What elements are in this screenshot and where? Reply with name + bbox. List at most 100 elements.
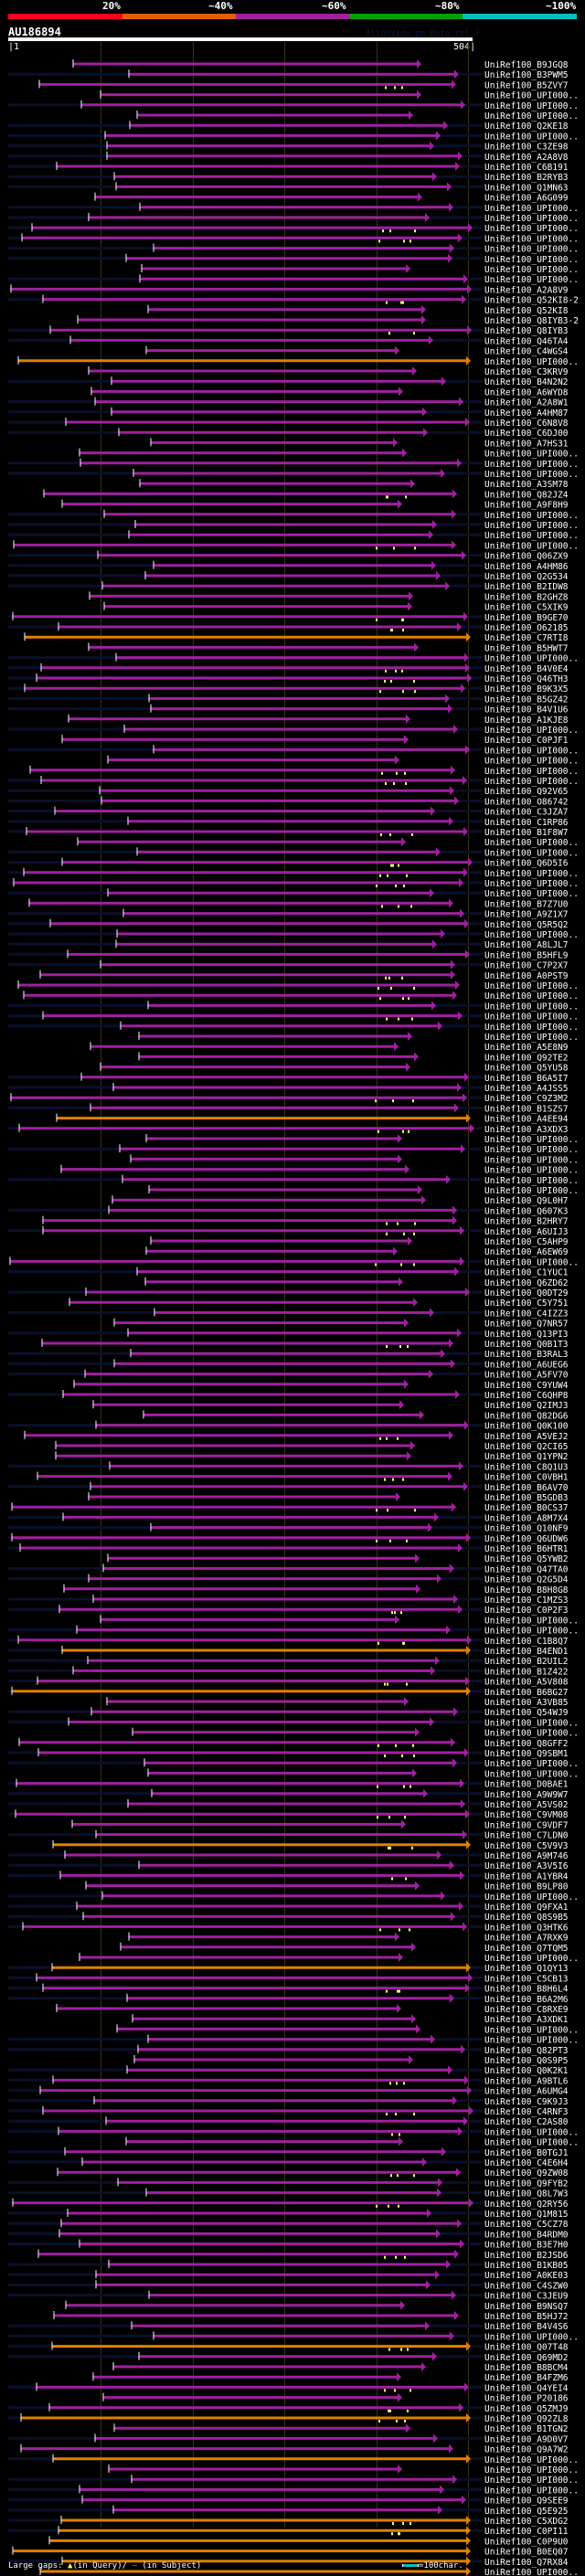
hit-row[interactable]: UniRef100_UPI000.. (17, 355, 579, 367)
hit-label[interactable]: UniRef100_C9YUW4 (484, 1381, 569, 1391)
hit-label[interactable]: UniRef100_UPI000.. (484, 1892, 579, 1903)
hit-label[interactable]: UniRef100_B9JGQ8 (484, 60, 569, 70)
hit-label[interactable]: UniRef100_Q7NR57 (484, 1320, 569, 1330)
hit-row[interactable]: UniRef100_Q1YPN2 (55, 1451, 569, 1462)
hit-row[interactable]: UniRef100_Q6UDW6 (8, 1532, 569, 1544)
hit-label[interactable]: UniRef100_Q8IYB3 (484, 326, 569, 336)
hit-row[interactable]: UniRef100_Q4YEI4 (8, 2382, 569, 2393)
hit-label[interactable]: UniRef100_C4RNF3 (484, 2107, 569, 2117)
hit-label[interactable]: UniRef100_UPI000.. (484, 838, 579, 848)
hit-row[interactable]: UniRef100_UPI000.. (100, 1615, 579, 1626)
hit-label[interactable]: UniRef100_Q07T48 (484, 2343, 569, 2353)
hit-row[interactable]: UniRef100_Q5ZMJ9 (8, 2402, 569, 2414)
hit-label[interactable]: UniRef100_Q607K3 (484, 1206, 569, 1216)
hit-row[interactable]: UniRef100_UPI000.. (77, 837, 579, 848)
hit-row[interactable]: UniRef100_C1MZS3 (8, 1595, 569, 1606)
hit-label[interactable]: UniRef100_C5XDG2 (484, 2517, 569, 2527)
hit-row[interactable]: UniRef100_Q82DG6 (143, 1410, 569, 1421)
hit-label[interactable]: UniRef100_Q3HTK6 (484, 1923, 569, 1933)
hit-label[interactable]: UniRef100_A6WYD8 (484, 387, 569, 398)
hit-label[interactable]: UniRef100_Q8GFF2 (484, 1739, 569, 1749)
hit-row[interactable]: UniRef100_A9Z1X7 (8, 908, 569, 920)
hit-row[interactable]: UniRef100_B2UIL2 (8, 1656, 569, 1667)
hit-row[interactable]: UniRef100_Q9A7W2 (20, 2443, 569, 2455)
hit-label[interactable]: UniRef100_B5HJ72 (484, 2312, 569, 2322)
hit-row[interactable]: UniRef100_B4RDM0 (8, 2229, 569, 2240)
hit-row[interactable]: UniRef100_UPI000.. (132, 1727, 579, 1739)
hit-label[interactable]: UniRef100_A8M7X4 (484, 1513, 569, 1523)
hit-row[interactable]: UniRef100_B0CS37 (11, 1502, 569, 1513)
hit-label[interactable]: UniRef100_C9K9J3 (484, 2097, 569, 2107)
hit-label[interactable]: UniRef100_A9F8H9 (484, 501, 569, 511)
hit-row[interactable]: UniRef100_C7RTI8 (24, 632, 569, 643)
hit-label[interactable]: UniRef100_C5AHP9 (484, 1237, 569, 1247)
hit-row[interactable]: UniRef100_C5XDG2 (8, 2516, 569, 2527)
hit-label[interactable]: UniRef100_A7HS31 (484, 439, 569, 449)
hit-label[interactable]: UniRef100_UPI000.. (484, 265, 579, 275)
hit-label[interactable]: UniRef100_B5GZ42 (484, 694, 569, 705)
hit-row[interactable]: UniRef100_B2IDW8 (8, 581, 569, 592)
hit-label[interactable]: UniRef100_B2GHZ8 (484, 592, 569, 602)
hit-row[interactable]: UniRef100_Q0B1T3 (41, 1339, 569, 1350)
hit-row[interactable]: UniRef100_Q9L0H7 (112, 1195, 569, 1206)
hit-row[interactable]: UniRef100_C1RP86 (8, 816, 569, 828)
hit-label[interactable]: UniRef100_B3RAL3 (484, 1350, 569, 1360)
hit-label[interactable]: UniRef100_Q2CI65 (484, 1442, 569, 1452)
hit-row[interactable]: UniRef100_A5VS02 (8, 1799, 569, 1810)
hit-row[interactable]: UniRef100_UPI000.. (107, 755, 579, 767)
hit-label[interactable]: UniRef100_A4JSS5 (484, 1084, 569, 1094)
hit-label[interactable]: UniRef100_B1F8W7 (484, 828, 569, 838)
hit-row[interactable]: UniRef100_UPI000.. (116, 2024, 579, 2035)
hit-row[interactable]: UniRef100_UPI000.. (130, 1154, 579, 1165)
hit-row[interactable]: UniRef100_UPI000.. (145, 1134, 579, 1145)
hit-label[interactable]: UniRef100_B2IDW8 (484, 582, 569, 592)
hit-row[interactable]: UniRef100_UPI000.. (8, 253, 579, 265)
hit-row[interactable]: UniRef100_Q46TA4 (8, 335, 569, 346)
hit-row[interactable]: UniRef100_B1Z422 (8, 1666, 569, 1677)
hit-label[interactable]: UniRef100_C9VM08 (484, 1810, 569, 1820)
hit-row[interactable]: UniRef100_Q52KI8-2 (8, 294, 579, 306)
hit-label[interactable]: UniRef100_C7P2X7 (484, 961, 569, 971)
hit-label[interactable]: UniRef100_P20186 (484, 2394, 569, 2404)
hit-label[interactable]: UniRef100_Q92TE2 (484, 1053, 569, 1063)
hit-row[interactable]: UniRef100_Q7NR57 (113, 1318, 569, 1330)
hit-label[interactable]: UniRef100_C9VDF7 (484, 1820, 569, 1830)
hit-label[interactable]: UniRef100_Q0K100 (484, 1422, 569, 1432)
hit-label[interactable]: UniRef100_Q1YPN2 (484, 1452, 569, 1462)
hit-row[interactable]: UniRef100_B8H8G8 (63, 1584, 569, 1595)
hit-label[interactable]: UniRef100_UPI000.. (484, 1176, 579, 1186)
hit-row[interactable]: UniRef100_A4HM87 (8, 407, 569, 419)
hit-label[interactable]: UniRef100_C0P9U0 (484, 2537, 569, 2547)
hit-row[interactable]: UniRef100_Q8GFF2 (18, 1737, 569, 1749)
hit-label[interactable]: UniRef100_B1SZS7 (484, 1104, 569, 1114)
hit-label[interactable]: UniRef100_UPI000.. (484, 869, 579, 879)
hit-label[interactable]: UniRef100_UPI000.. (484, 2465, 579, 2475)
hit-row[interactable]: UniRef100_A1YBR4 (8, 1871, 569, 1882)
hit-label[interactable]: UniRef100_C4WGS4 (484, 347, 569, 357)
hit-label[interactable]: UniRef100_A6UEG6 (484, 1360, 569, 1370)
hit-row[interactable]: UniRef100_C0PJF1 (61, 735, 569, 746)
hit-row[interactable]: UniRef100_B9NSQ7 (65, 2300, 569, 2312)
hit-row[interactable]: UniRef100_C4SZW0 (8, 2280, 569, 2291)
hit-label[interactable]: UniRef100_B4RDM0 (484, 2230, 569, 2240)
hit-row[interactable]: UniRef100_UPI000.. (8, 458, 579, 470)
hit-row[interactable]: UniRef100_UPI000.. (8, 1256, 579, 1267)
hit-row[interactable]: UniRef100_UPI000.. (8, 213, 579, 224)
hit-label[interactable]: UniRef100_C3ZE98 (484, 143, 569, 153)
hit-row[interactable]: UniRef100_A6EW69 (145, 1246, 569, 1257)
hit-label[interactable]: UniRef100_A3XDX3 (484, 1125, 569, 1135)
hit-label[interactable]: UniRef100_Q2KE18 (484, 122, 569, 132)
hit-label[interactable]: UniRef100_A4EE94 (484, 1115, 569, 1125)
hit-row[interactable]: UniRef100_Q7TQM5 (120, 1942, 569, 1954)
hit-label[interactable]: UniRef100_B2RYB3 (484, 173, 569, 183)
hit-row[interactable]: UniRef100_C3KRV9 (88, 366, 569, 377)
hit-label[interactable]: UniRef100_UPI000.. (484, 521, 579, 531)
hit-row[interactable]: UniRef100_B0TGJ1 (8, 2147, 569, 2158)
hit-label[interactable]: UniRef100_B1Z422 (484, 1667, 569, 1677)
hit-label[interactable]: UniRef100_Q69MD2 (484, 2353, 569, 2363)
hit-label[interactable]: UniRef100_UPI000.. (484, 1145, 579, 1155)
hit-label[interactable]: UniRef100_UPI000.. (484, 91, 579, 101)
hit-label[interactable]: UniRef100_B4V0E4 (484, 664, 569, 674)
hit-row[interactable]: UniRef100_Q92TE2 (138, 1052, 569, 1063)
hit-row[interactable]: UniRef100_A5VEJ2 (24, 1430, 569, 1442)
